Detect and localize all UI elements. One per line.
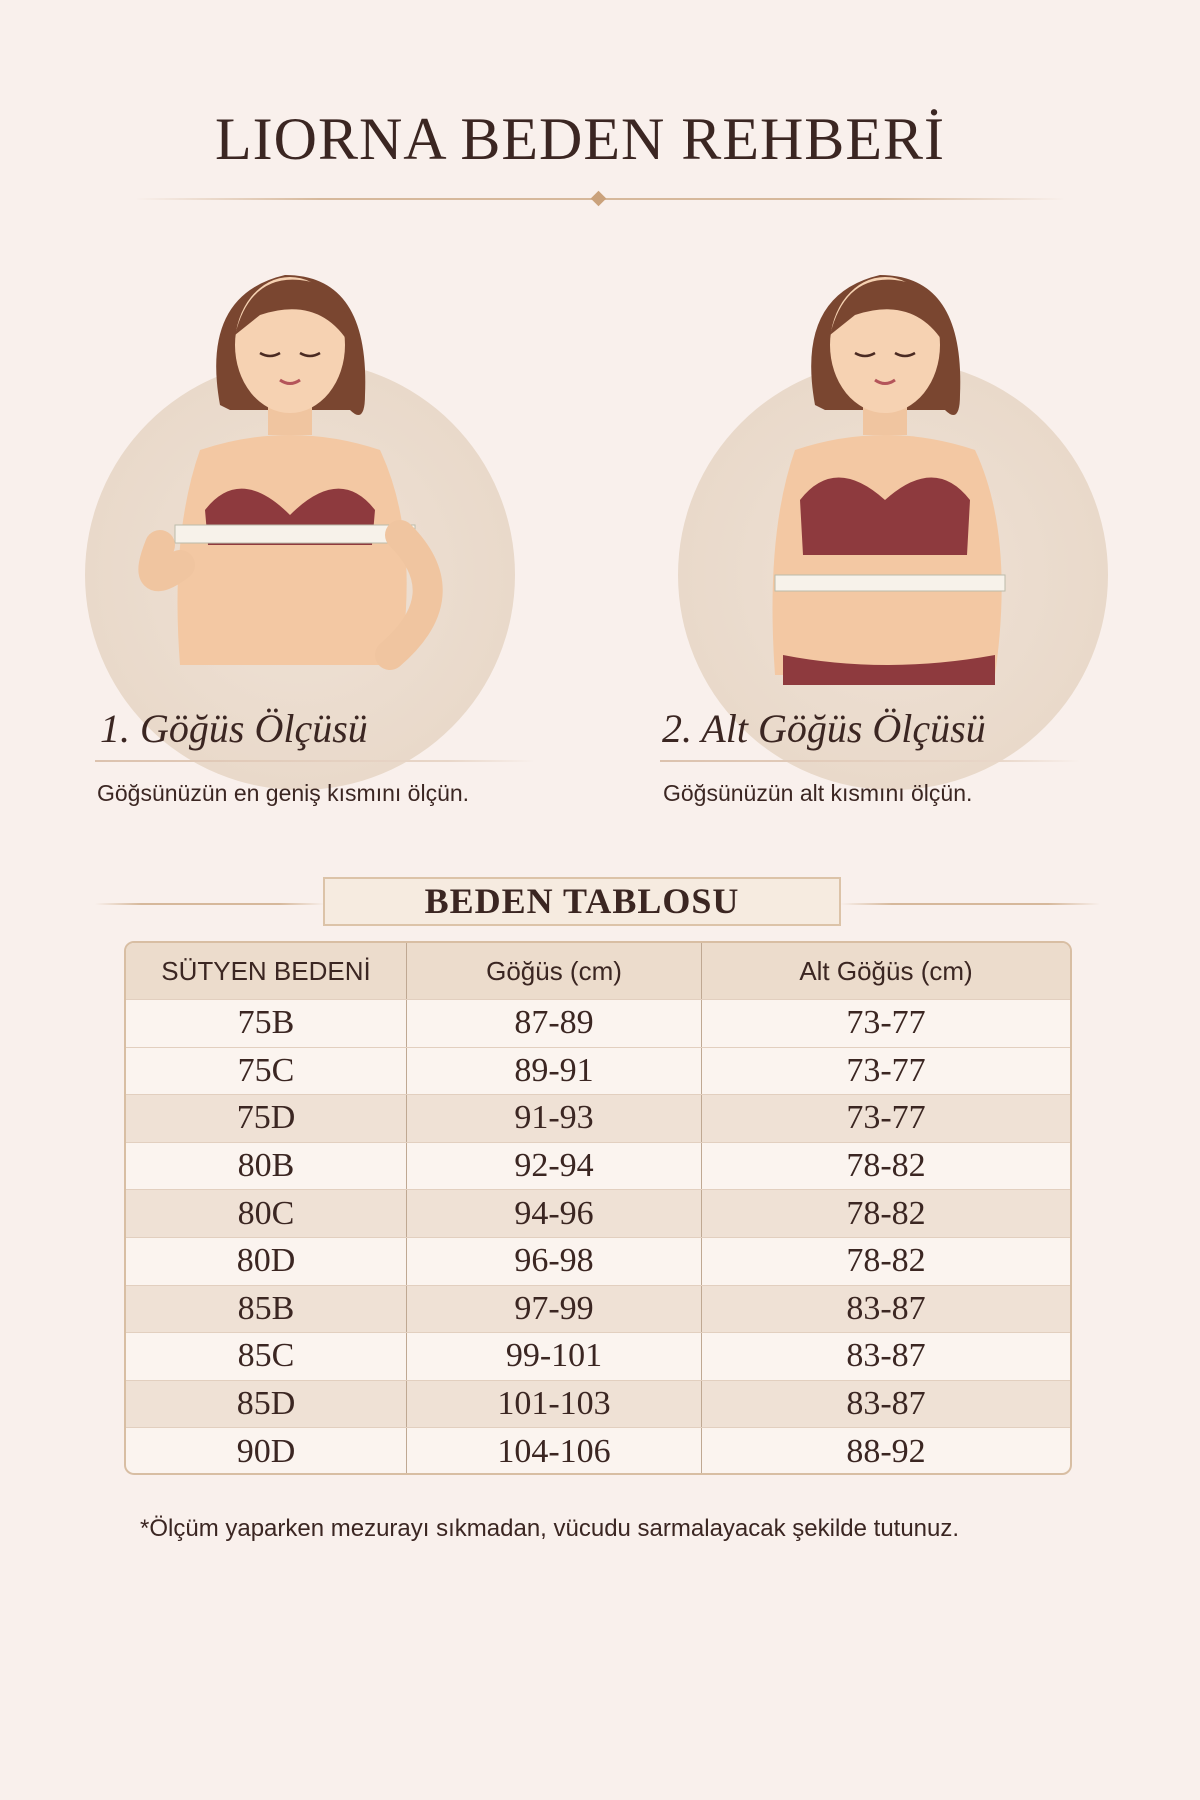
table-title: BEDEN TABLOSU [323, 877, 841, 926]
footnote: *Ölçüm yaparken mezurayı sıkmadan, vücud… [140, 1515, 960, 1542]
step-2-underline [660, 760, 1080, 762]
cell-bust: 89-91 [407, 1047, 702, 1095]
cell-underbust: 83-87 [846, 1337, 926, 1375]
cell-bra-size: 75B [126, 1000, 407, 1047]
cell-bust: 92-94 [407, 1142, 702, 1190]
page-title: LIORNA BEDEN REHBERİ [215, 106, 945, 172]
cell-underbust: 83-87 [846, 1385, 926, 1423]
cell-underbust: 73-77 [846, 1099, 926, 1137]
table-row: 75D 91-93 73-77 [126, 1094, 1070, 1142]
table-row: 80B 92-94 78-82 [126, 1141, 1070, 1190]
cell-underbust: 88-92 [846, 1432, 926, 1470]
section-divider-left [95, 903, 325, 905]
cell-bust: 87-89 [407, 1000, 702, 1047]
table-header-row: SÜTYEN BEDENİ Göğüs (cm) Alt Göğüs (cm) [126, 943, 1070, 999]
cell-bra-size: 75D [126, 1095, 407, 1142]
cell-bust: 94-96 [407, 1190, 702, 1237]
table-row: 85D 101-103 83-87 [126, 1379, 1070, 1428]
bust-measurement-illustration [138, 275, 443, 670]
cell-bust: 104-106 [407, 1428, 702, 1473]
table-row: 85B 97-99 83-87 [126, 1284, 1070, 1333]
table-row: 80D 96-98 78-82 [126, 1236, 1070, 1285]
divider-diamond-icon [590, 190, 607, 207]
step-1-heading: 1. Göğüs Ölçüsü [100, 706, 368, 751]
table-row: 75B 87-89 73-77 [126, 999, 1070, 1047]
cell-bra-size: 85D [126, 1380, 407, 1428]
cell-bust: 99-101 [407, 1333, 702, 1380]
cell-underbust: 73-77 [846, 1051, 926, 1089]
cell-underbust: 78-82 [846, 1194, 926, 1232]
cell-bra-size: 80C [126, 1190, 407, 1237]
cell-underbust: 73-77 [846, 1004, 926, 1042]
table-row: 75C 89-91 73-77 [126, 1046, 1070, 1095]
cell-bust: 97-99 [407, 1285, 702, 1333]
cell-bra-size: 85B [126, 1285, 407, 1333]
cell-underbust: 78-82 [846, 1242, 926, 1280]
cell-bra-size: 85C [126, 1333, 407, 1380]
cell-bra-size: 75C [126, 1047, 407, 1095]
header-bust: Göğüs (cm) [407, 943, 702, 999]
section-divider-right [840, 903, 1100, 905]
step-1-underline [95, 760, 535, 762]
step-2-description: Göğsünüzün alt kısmını ölçün. [663, 780, 973, 806]
header-bra-size: SÜTYEN BEDENİ [126, 943, 407, 999]
cell-underbust: 83-87 [846, 1289, 926, 1327]
table-row: 80C 94-96 78-82 [126, 1189, 1070, 1237]
cell-bust: 101-103 [407, 1380, 702, 1428]
cell-bra-size: 90D [126, 1428, 407, 1473]
table-row: 90D 104-106 88-92 [126, 1427, 1070, 1473]
cell-bust: 91-93 [407, 1095, 702, 1142]
cell-bra-size: 80D [126, 1237, 407, 1285]
step-1-description: Göğsünüzün en geniş kısmını ölçün. [97, 780, 470, 806]
cell-underbust: 78-82 [846, 1147, 926, 1185]
cell-bra-size: 80B [126, 1142, 407, 1190]
underbust-measurement-illustration [772, 275, 1006, 685]
header-underbust: Alt Göğüs (cm) [799, 955, 973, 986]
table-row: 85C 99-101 83-87 [126, 1332, 1070, 1380]
cell-bust: 96-98 [407, 1237, 702, 1285]
step-2-heading: 2. Alt Göğüs Ölçüsü [662, 706, 986, 751]
size-table: SÜTYEN BEDENİ Göğüs (cm) Alt Göğüs (cm) … [124, 941, 1072, 1475]
